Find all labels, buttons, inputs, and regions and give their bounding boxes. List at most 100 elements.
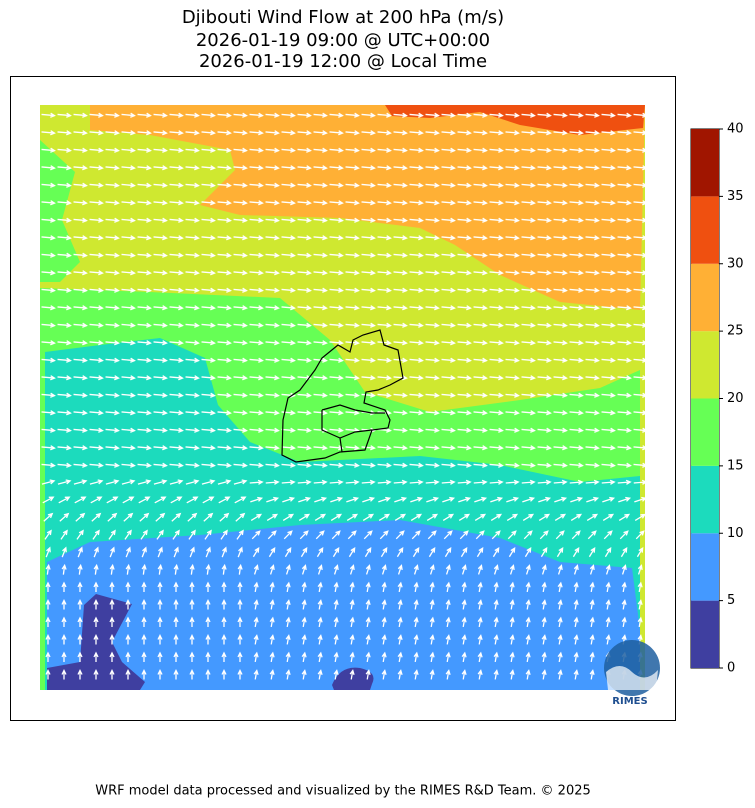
wind-arrow [185,375,200,381]
wind-arrow [185,270,200,276]
wind-arrow [345,165,360,171]
wind-arrow [429,669,435,680]
wind-arrow [429,581,435,593]
wind-arrow [425,287,440,293]
wind-arrow [285,599,291,610]
wind-arrow [361,322,376,328]
wind-arrow [265,322,280,328]
wind-arrow [537,200,552,206]
wind-arrow [169,235,184,241]
wind-arrow [153,235,168,241]
wind-arrow [525,581,531,593]
wind-arrow [41,252,56,258]
wind-arrow [313,392,328,398]
wind-arrow [57,200,72,206]
wind-arrow [585,340,600,346]
wind-arrow [365,669,371,680]
wind-arrow [61,563,67,575]
wind-arrow [220,529,228,540]
wind-arrow [73,252,88,258]
wind-arrow [393,270,408,276]
colorbar-tick-label: 10 [727,526,744,541]
wind-arrow [249,410,264,416]
wind-arrow [185,165,200,171]
wind-arrow [297,112,312,118]
wind-arrow [233,165,248,171]
wind-arrow [265,270,280,276]
map-frame [10,76,676,721]
wind-arrow [585,147,600,153]
wind-arrow [121,479,136,485]
wind-arrow [201,392,216,398]
wind-arrow [249,182,264,188]
wind-arrow [138,496,151,504]
wind-arrow [105,112,120,118]
wind-arrow [265,410,280,416]
wind-arrow [285,651,291,663]
wind-arrow [41,217,56,223]
wind-arrow [393,462,408,468]
wind-arrow [45,599,51,610]
wind-arrow [121,235,136,241]
wind-arrow [141,634,147,645]
wind-arrow [425,445,440,451]
wind-arrow [137,462,152,468]
wind-arrow [633,270,648,276]
wind-arrow [185,462,200,468]
wind-arrow [393,252,408,258]
wind-arrow [202,496,215,504]
wind-arrow [633,200,648,206]
wind-arrow [585,270,600,276]
wind-arrow [489,427,504,433]
wind-arrow [41,410,56,416]
wind-arrow [413,634,419,645]
wind-arrow [89,375,104,381]
wind-arrow [73,357,88,363]
wind-arrow [45,581,51,592]
wind-arrow [361,479,376,485]
wind-arrow [617,200,632,206]
wind-arrow [506,496,520,503]
wind-arrow [461,599,467,610]
wind-arrow [249,392,264,398]
wind-arrow [553,462,568,468]
wind-arrow [153,305,168,311]
wind-arrow [189,634,195,645]
wind-arrow [409,479,424,485]
wind-arrow [477,669,483,680]
wind-arrow [201,130,216,136]
wind-arrow [605,581,611,593]
wind-arrow [570,496,584,503]
wind-arrow [61,651,67,662]
colorbar-band [691,398,719,466]
wind-arrow [425,252,440,258]
wind-arrow [492,546,500,558]
wind-arrow [329,479,344,485]
wind-arrow [74,496,87,504]
wind-arrow [457,165,472,171]
wind-arrow [537,322,552,328]
wind-arrow [573,564,579,575]
wind-arrow [601,322,616,328]
wind-arrow [137,252,152,258]
wind-arrow [473,462,488,468]
wind-arrow [173,651,179,662]
wind-arrow [601,462,616,468]
wind-arrow [573,651,579,663]
wind-arrow [573,616,579,628]
wind-arrow [553,130,568,136]
wind-arrow [57,165,72,171]
wind-arrow [233,479,248,485]
wind-arrow [525,564,531,575]
wind-arrow [73,462,88,468]
wind-arrow [589,616,595,628]
wind-arrow [556,546,564,558]
wind-arrow [409,392,424,398]
wind-arrow [153,112,168,118]
wind-arrow [45,651,51,662]
wind-arrow [509,564,515,575]
wind-arrow [297,235,312,241]
wind-arrow [457,235,472,241]
wind-arrow [330,496,344,503]
wind-arrow [121,217,136,223]
